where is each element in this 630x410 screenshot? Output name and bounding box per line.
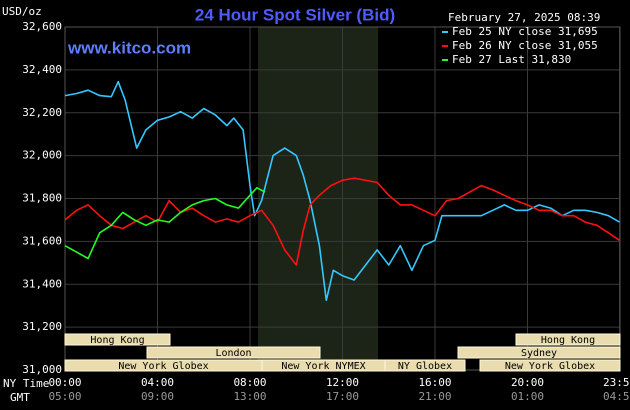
plot-area: [64, 26, 621, 371]
x-tick-label: 08:00: [233, 376, 266, 389]
series-line: [64, 80, 620, 302]
y-tick-label: 32,600: [22, 20, 62, 33]
x2-tick-label: 01:00: [511, 390, 544, 403]
session-label: NY Globex: [398, 361, 452, 372]
y-tick-label: 31,600: [22, 234, 62, 247]
x2-axis-label: GMT: [10, 391, 30, 404]
x-axis-label: NY Time: [3, 377, 49, 390]
series-line: [64, 187, 266, 260]
x-tick-label: 16:00: [418, 376, 451, 389]
watermark: www.kitco.com: [67, 38, 191, 57]
session-label: London: [215, 348, 251, 359]
y-tick-label: 31,200: [22, 320, 62, 333]
session-box: [457, 346, 621, 359]
session-box: [515, 333, 621, 346]
x-tick-label: 20:00: [511, 376, 544, 389]
session-label: New York Globex: [118, 361, 208, 372]
y-tick-label: 32,200: [22, 106, 62, 119]
session-box: [384, 359, 466, 372]
session-label: New York Globex: [505, 361, 595, 372]
y-tick-label: 31,800: [22, 192, 62, 205]
x2-tick-label: 17:00: [326, 390, 359, 403]
session-label: Hong Kong: [541, 335, 595, 346]
chart-title: 24 Hour Spot Silver (Bid): [195, 5, 395, 24]
x2-tick-label: 04:59: [603, 390, 630, 403]
x-tick-label: 04:00: [141, 376, 174, 389]
session-label: New York NYMEX: [281, 361, 365, 372]
legend-label: Feb 27 Last 31,830: [452, 53, 571, 66]
timestamp: February 27, 2025 08:39: [448, 11, 600, 24]
x2-tick-label: 21:00: [418, 390, 451, 403]
x2-tick-label: 09:00: [141, 390, 174, 403]
session-box: [479, 359, 621, 372]
y-tick-label: 31,000: [22, 363, 62, 376]
y-tick-label: 32,400: [22, 63, 62, 76]
series-line: [64, 177, 620, 266]
x-tick-label: 12:00: [326, 376, 359, 389]
legend-label: Feb 26 NY close 31,055: [452, 39, 598, 52]
y-tick-label: 31,400: [22, 277, 62, 290]
session-box: [64, 333, 171, 346]
x-tick-label: 00:00: [48, 376, 81, 389]
session-box: [146, 346, 321, 359]
legend-label: Feb 25 NY close 31,695: [452, 25, 598, 38]
y-axis-label: USD/oz: [2, 5, 42, 18]
session-label: Hong Kong: [90, 335, 144, 346]
session-label: Sydney: [521, 348, 557, 359]
x-tick-label: 23:59: [603, 376, 630, 389]
y-tick-label: 32,000: [22, 149, 62, 162]
x2-tick-label: 05:00: [48, 390, 81, 403]
x2-tick-label: 13:00: [233, 390, 266, 403]
